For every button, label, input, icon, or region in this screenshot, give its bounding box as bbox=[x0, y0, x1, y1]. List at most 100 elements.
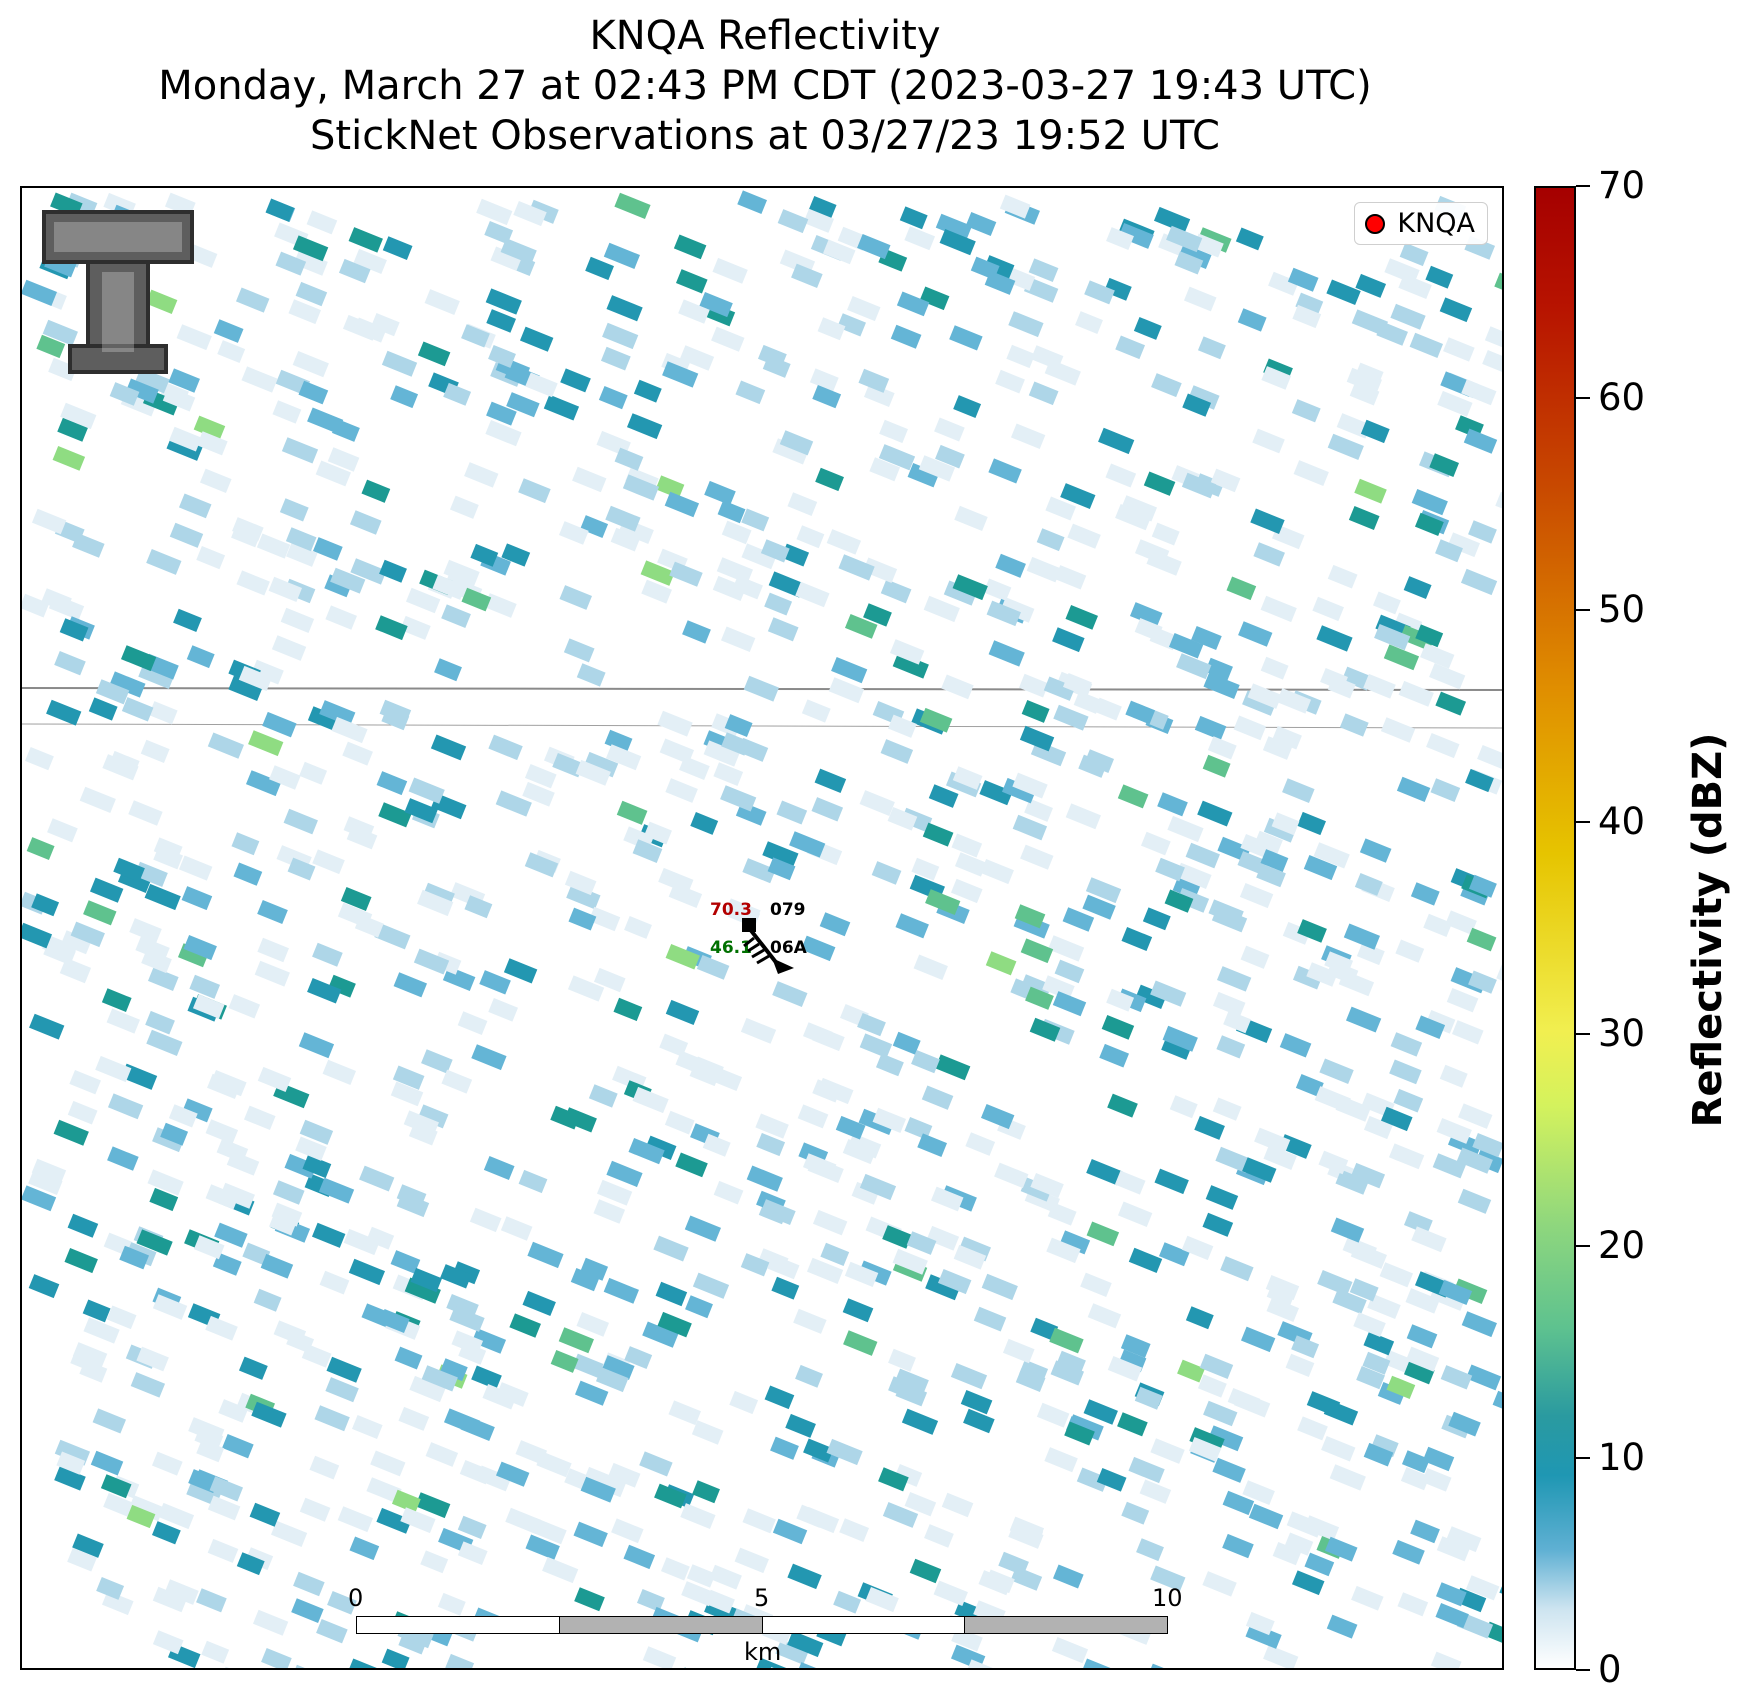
colorbar-tick-label: 10 bbox=[1598, 1436, 1646, 1479]
reflectivity-bin bbox=[602, 1355, 635, 1380]
reflectivity-bin bbox=[812, 385, 842, 409]
reflectivity-bin bbox=[1395, 939, 1425, 963]
reflectivity-bin bbox=[1405, 1346, 1440, 1372]
reflectivity-bin bbox=[1103, 277, 1132, 301]
reflectivity-bin bbox=[449, 1306, 485, 1332]
reflectivity-bin bbox=[288, 299, 321, 325]
reflectivity-bin bbox=[1343, 923, 1380, 950]
reflectivity-bin bbox=[1260, 849, 1289, 872]
reflectivity-bin bbox=[1266, 1282, 1296, 1307]
reflectivity-bin bbox=[1237, 308, 1267, 332]
reflectivity-bin bbox=[775, 1639, 809, 1665]
reflectivity-bin bbox=[500, 1216, 533, 1241]
reflectivity-bin bbox=[1001, 777, 1037, 804]
reflectivity-bin bbox=[570, 1268, 600, 1292]
reflectivity-bin bbox=[1312, 596, 1344, 622]
reflectivity-bin bbox=[302, 1154, 332, 1179]
reflectivity-bin bbox=[740, 1253, 770, 1277]
colorbar-title: Reflectivity (dBZ) bbox=[1685, 732, 1731, 1128]
reflectivity-bin bbox=[1279, 1033, 1312, 1058]
reflectivity-bin bbox=[1304, 1552, 1335, 1577]
reflectivity-bin bbox=[1008, 311, 1044, 338]
reflectivity-bin bbox=[863, 603, 892, 627]
reflectivity-bin bbox=[307, 706, 339, 731]
reflectivity-bin bbox=[513, 201, 547, 227]
reflectivity-bin bbox=[484, 593, 517, 618]
reflectivity-bin bbox=[1429, 663, 1466, 690]
reflectivity-bin bbox=[1263, 817, 1297, 843]
reflectivity-bin bbox=[1472, 1133, 1502, 1158]
reflectivity-bin bbox=[1107, 1093, 1138, 1118]
reflectivity-bin bbox=[136, 1346, 169, 1372]
reflectivity-bin bbox=[1410, 882, 1440, 906]
reflectivity-bin bbox=[911, 1050, 940, 1074]
reflectivity-bin bbox=[857, 234, 891, 260]
reflectivity-bin bbox=[1363, 673, 1396, 699]
reflectivity-bin bbox=[354, 914, 384, 938]
reflectivity-bin bbox=[413, 948, 450, 975]
reflectivity-bin bbox=[22, 279, 57, 306]
reflectivity-bin bbox=[1353, 1312, 1386, 1337]
reflectivity-bin bbox=[196, 431, 228, 456]
reflectivity-bin bbox=[271, 1202, 303, 1227]
reflectivity-bin bbox=[1140, 831, 1171, 856]
reflectivity-bin bbox=[1263, 1644, 1299, 1668]
reflectivity-bin bbox=[1062, 907, 1095, 932]
reflectivity-bin bbox=[1437, 390, 1473, 417]
reflectivity-bin bbox=[1012, 814, 1048, 841]
reflectivity-bin bbox=[1046, 1237, 1081, 1264]
reflectivity-bin bbox=[789, 831, 826, 858]
reflectivity-bin bbox=[596, 1179, 633, 1206]
reflectivity-bin bbox=[742, 1508, 776, 1534]
reflectivity-bin bbox=[241, 366, 278, 393]
reflectivity-bin bbox=[343, 816, 375, 841]
reflectivity-bin bbox=[222, 1434, 254, 1459]
reflectivity-bin bbox=[1401, 1450, 1430, 1474]
reflectivity-bin bbox=[140, 739, 170, 763]
reflectivity-bin bbox=[1154, 1168, 1189, 1195]
reflectivity-bin bbox=[527, 1241, 564, 1269]
reflectivity-bin bbox=[682, 620, 711, 644]
reflectivity-bin bbox=[622, 474, 660, 501]
reflectivity-bin bbox=[216, 1138, 249, 1163]
reflectivity-bin bbox=[130, 1372, 166, 1398]
reflectivity-bin bbox=[1106, 227, 1134, 250]
reflectivity-bin bbox=[470, 543, 499, 567]
reflectivity-bin bbox=[741, 543, 777, 570]
reflectivity-bin bbox=[488, 345, 516, 368]
reflectivity-bin bbox=[72, 1533, 104, 1558]
reflectivity-bin bbox=[327, 974, 356, 998]
reflectivity-bin bbox=[624, 1346, 653, 1369]
radar-map[interactable]: KNQA 70.3 079 46.1 06A 0 5 10 km bbox=[20, 186, 1504, 1670]
reflectivity-bin bbox=[381, 707, 410, 731]
reflectivity-bin bbox=[1021, 700, 1050, 723]
reflectivity-bin bbox=[349, 510, 382, 535]
reflectivity-bin bbox=[232, 517, 264, 542]
reflectivity-bin bbox=[228, 994, 261, 1019]
reflectivity-bin bbox=[484, 221, 514, 245]
reflectivity-bin bbox=[1115, 504, 1152, 531]
reflectivity-bin bbox=[1065, 803, 1101, 830]
reflectivity-bin bbox=[31, 508, 67, 535]
reflectivity-bin bbox=[1240, 1326, 1276, 1353]
reflectivity-bin bbox=[588, 906, 621, 932]
reflectivity-bin bbox=[1129, 602, 1163, 627]
reflectivity-bin bbox=[54, 1466, 86, 1491]
reflectivity-bin bbox=[316, 1619, 348, 1644]
reflectivity-bin bbox=[669, 561, 703, 587]
reflectivity-bin bbox=[212, 1252, 242, 1276]
scale-tick-5: 5 bbox=[754, 1584, 770, 1612]
reflectivity-bin bbox=[398, 1406, 430, 1431]
reflectivity-bin bbox=[280, 607, 315, 633]
reflectivity-bin bbox=[238, 665, 273, 692]
reflectivity-bin bbox=[926, 1225, 960, 1251]
reflectivity-bin bbox=[129, 918, 162, 943]
reflectivity-bin bbox=[106, 1008, 141, 1034]
reflectivity-bin bbox=[1430, 1651, 1462, 1668]
reflectivity-bin bbox=[917, 1133, 948, 1158]
reflectivity-bin bbox=[685, 1295, 713, 1319]
reflectivity-bin bbox=[801, 699, 831, 723]
reflectivity-bin bbox=[233, 862, 263, 886]
reflectivity-bin bbox=[960, 1390, 993, 1415]
reflectivity-bin bbox=[218, 1399, 249, 1423]
